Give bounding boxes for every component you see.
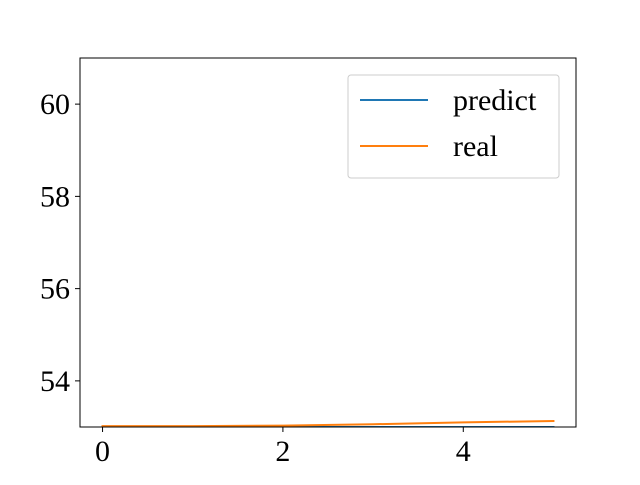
legend-label-predict: predict	[453, 84, 537, 117]
y-tick-label: 56	[40, 273, 70, 306]
series-line-real	[101, 419, 555, 427]
plot-frame	[79, 57, 577, 428]
series-layer	[101, 419, 555, 427]
y-tick-label: 58	[40, 180, 70, 213]
x-tick-label: 2	[275, 435, 290, 468]
x-tick-label: 4	[456, 435, 471, 468]
x-tick-label: 0	[95, 435, 110, 468]
legend-label-real: real	[453, 130, 498, 163]
y-tick-label: 60	[40, 88, 70, 121]
legend: predict real	[347, 74, 560, 179]
axis-ticks: 0 2 4 54 56 58 60	[40, 88, 471, 468]
y-tick-label: 54	[40, 365, 70, 398]
